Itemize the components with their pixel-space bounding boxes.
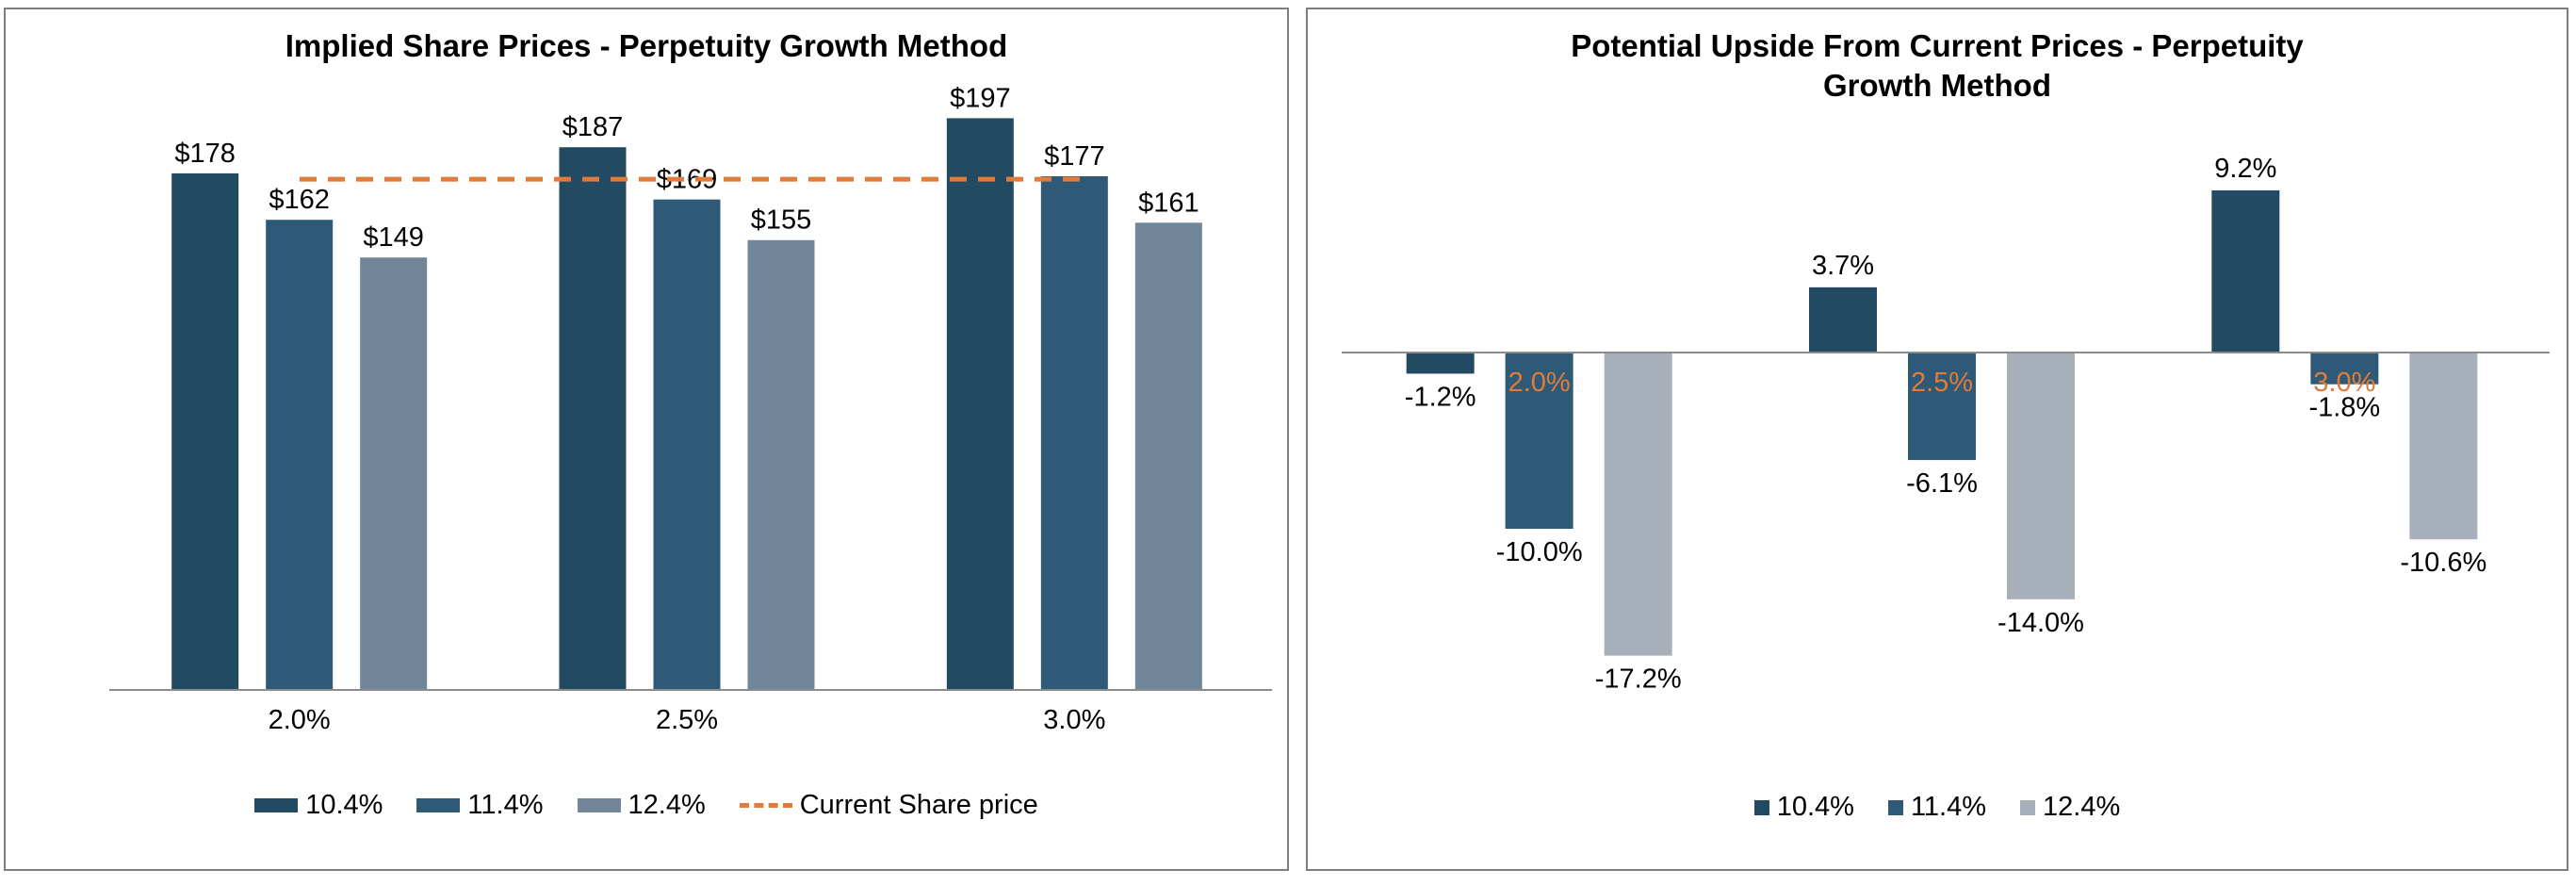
legend-swatch xyxy=(2020,799,2036,815)
potential-upside-chart: -1.2% -10.0% -17.2% 2.0% 3.7% -6.1% -14.0% 2.5%… xyxy=(1342,154,2550,695)
data-label: $187 xyxy=(562,112,624,142)
bar xyxy=(360,257,428,690)
legend: 10.4% 11.4% 12.4% xyxy=(1308,792,2567,823)
data-label: $161 xyxy=(1138,188,1199,218)
legend-item-12-4: 12.4% xyxy=(2020,792,2120,823)
x-tick-label: 2.0% xyxy=(1508,368,1571,398)
legend-item-10-4: 10.4% xyxy=(1753,792,1854,823)
data-label: -6.1% xyxy=(1906,468,1978,499)
bar xyxy=(1134,222,1202,690)
data-label: $178 xyxy=(174,139,236,169)
bar xyxy=(2007,353,2075,599)
data-label: -10.0% xyxy=(1496,537,1583,567)
x-tick-label: 2.0% xyxy=(269,705,331,735)
legend-label: 12.4% xyxy=(628,790,706,820)
x-tick-label: 3.0% xyxy=(2313,368,2375,398)
legend: 10.4% 11.4% 12.4% Current Share price xyxy=(6,790,1287,821)
data-label: 9.2% xyxy=(2214,154,2276,184)
legend-item-current-share-price: Current Share price xyxy=(739,790,1038,821)
potential-upside-panel: Potential Upside From Current Prices - P… xyxy=(1306,8,2568,871)
data-label: $149 xyxy=(363,222,424,253)
legend-label: 11.4% xyxy=(467,790,544,820)
legend-item-12-4: 12.4% xyxy=(577,790,706,821)
bar xyxy=(559,147,627,690)
data-label: $155 xyxy=(751,205,812,236)
legend-dashed-line xyxy=(739,803,792,808)
implied-share-prices-panel: Implied Share Prices - Perpetuity Growth… xyxy=(4,8,1289,871)
bar xyxy=(1908,353,1976,461)
bar xyxy=(747,239,815,690)
bar xyxy=(1040,176,1108,691)
bar xyxy=(1809,287,1877,353)
legend-item-10-4: 10.4% xyxy=(254,790,383,821)
legend-label: 10.4% xyxy=(305,790,383,820)
bar xyxy=(653,199,721,690)
bar xyxy=(1604,353,1672,656)
legend-swatch xyxy=(254,798,299,812)
data-label: -10.6% xyxy=(2400,548,2486,578)
data-label: -17.2% xyxy=(1595,664,1682,695)
legend-swatch xyxy=(1887,799,1903,815)
legend-swatch xyxy=(1753,799,1769,815)
bar xyxy=(266,220,334,690)
data-label: -14.0% xyxy=(1997,608,2084,638)
implied-share-prices-chart: $178$162$1492.0%$187$169$1552.5%$197$177… xyxy=(109,83,1272,735)
bar xyxy=(1406,353,1475,374)
legend-label: 10.4% xyxy=(1776,792,1854,822)
x-tick-label: 2.5% xyxy=(656,705,718,735)
data-label: $177 xyxy=(1044,141,1105,172)
data-label: -1.2% xyxy=(1405,382,1476,412)
legend-swatch xyxy=(416,798,461,812)
bar xyxy=(2409,353,2478,540)
data-label: -1.8% xyxy=(2308,393,2380,423)
bar xyxy=(2211,189,2280,353)
legend-label: 12.4% xyxy=(2043,792,2121,822)
data-label: 3.7% xyxy=(1812,251,1874,281)
legend-label: 11.4% xyxy=(1910,792,1987,822)
bar xyxy=(171,172,239,690)
legend-item-11-4: 11.4% xyxy=(1887,792,1987,823)
legend-swatch xyxy=(577,798,621,812)
bar xyxy=(1505,353,1573,529)
bar xyxy=(2310,353,2379,385)
chart-title: Potential Upside From Current Prices - P… xyxy=(1571,28,2304,103)
legend-item-11-4: 11.4% xyxy=(416,790,544,821)
legend-label: Current Share price xyxy=(799,790,1038,820)
data-label: $162 xyxy=(269,185,330,215)
data-label: $197 xyxy=(950,83,1011,113)
x-tick-label: 3.0% xyxy=(1043,705,1105,735)
bar xyxy=(946,118,1014,690)
x-tick-label: 2.5% xyxy=(1911,368,1973,398)
chart-title: Implied Share Prices - Perpetuity Growth… xyxy=(285,28,1008,63)
